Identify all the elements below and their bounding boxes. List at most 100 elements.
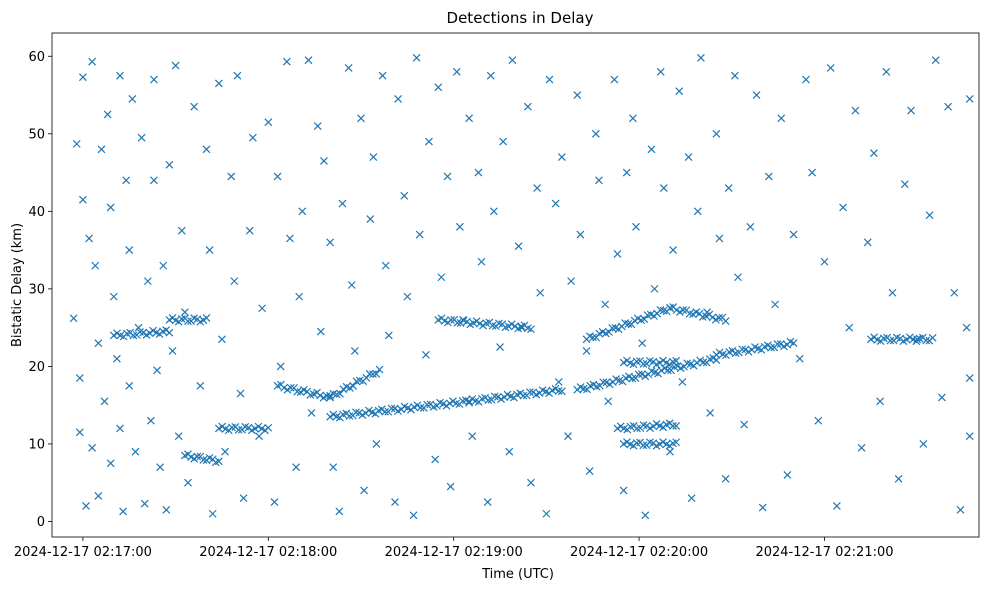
data-point (483, 498, 492, 507)
data-point (641, 511, 650, 520)
data-point (533, 184, 542, 193)
data-point (251, 424, 260, 433)
data-point (100, 397, 109, 406)
data-point (366, 215, 375, 224)
data-point (122, 176, 131, 185)
data-point (886, 336, 895, 345)
data-point (233, 71, 242, 80)
data-point (146, 416, 155, 425)
data-point (484, 396, 493, 405)
data-point (199, 455, 208, 464)
data-point (140, 499, 149, 508)
data-point (248, 133, 257, 142)
data-point (129, 331, 138, 340)
data-point (564, 432, 572, 441)
y-tick-label: 0 (37, 515, 45, 530)
data-point (326, 412, 335, 421)
data-point (85, 234, 94, 243)
data-point (640, 315, 649, 324)
data-point (258, 304, 267, 313)
data-point (950, 288, 959, 297)
data-point (545, 75, 554, 84)
data-point (116, 424, 124, 433)
data-point (415, 230, 424, 239)
data-point (839, 203, 847, 212)
data-point (633, 424, 641, 433)
data-point (870, 149, 878, 158)
data-point (369, 153, 378, 161)
data-point (270, 498, 279, 507)
data-point (143, 277, 152, 286)
data-point (527, 478, 535, 487)
data-point (672, 438, 681, 447)
data-point (165, 328, 174, 337)
data-point (738, 345, 747, 354)
data-point (795, 354, 804, 363)
data-point (168, 346, 177, 355)
data-point (190, 102, 199, 111)
data-point (221, 447, 229, 456)
data-point (425, 137, 433, 146)
data-point (109, 292, 118, 301)
data-point (851, 106, 860, 115)
data-point (669, 246, 678, 255)
data-point (139, 328, 148, 337)
data-point (150, 176, 158, 185)
data-point (156, 463, 165, 472)
data-point (453, 318, 462, 327)
data-point (131, 447, 140, 456)
data-point (75, 428, 84, 437)
data-point (75, 374, 84, 382)
data-point (180, 308, 189, 317)
data-point (715, 313, 724, 322)
data-point (78, 195, 87, 204)
data-point (316, 391, 325, 400)
data-point (922, 336, 931, 345)
data-point (82, 502, 90, 510)
data-point (876, 397, 885, 406)
data-point (937, 393, 946, 402)
data-point (832, 502, 841, 510)
data-point (907, 106, 915, 115)
data-point (97, 145, 106, 154)
data-point (292, 463, 301, 472)
data-point (344, 63, 353, 72)
data-point (421, 350, 430, 359)
data-point (638, 339, 647, 348)
data-point (613, 250, 622, 258)
data-point (610, 75, 619, 84)
data-point (106, 459, 115, 468)
data-point (159, 261, 168, 270)
data-point (734, 273, 742, 282)
data-point (814, 416, 823, 425)
data-point (326, 238, 335, 247)
data-point (375, 365, 384, 374)
data-point (88, 443, 97, 452)
data-point (434, 83, 443, 92)
data-point (468, 432, 477, 441)
data-point (106, 203, 115, 212)
data-point (687, 494, 696, 503)
data-point (488, 321, 497, 330)
data-point (413, 401, 422, 410)
data-point (218, 335, 226, 344)
data-point (184, 317, 192, 326)
data-point (227, 172, 236, 181)
data-points (69, 53, 974, 520)
data-point (956, 505, 965, 514)
y-tick-label: 10 (28, 437, 45, 452)
data-point (218, 422, 227, 431)
data-point (882, 67, 891, 76)
data-point (329, 463, 338, 472)
data-point (944, 102, 953, 111)
data-point (789, 230, 798, 239)
data-point (696, 53, 705, 62)
data-point (685, 309, 694, 318)
data-point (845, 323, 854, 332)
data-point (496, 343, 504, 351)
data-point (499, 137, 508, 146)
data-point (675, 87, 684, 96)
data-point (724, 184, 733, 193)
data-point (604, 397, 613, 406)
data-point (381, 261, 390, 270)
